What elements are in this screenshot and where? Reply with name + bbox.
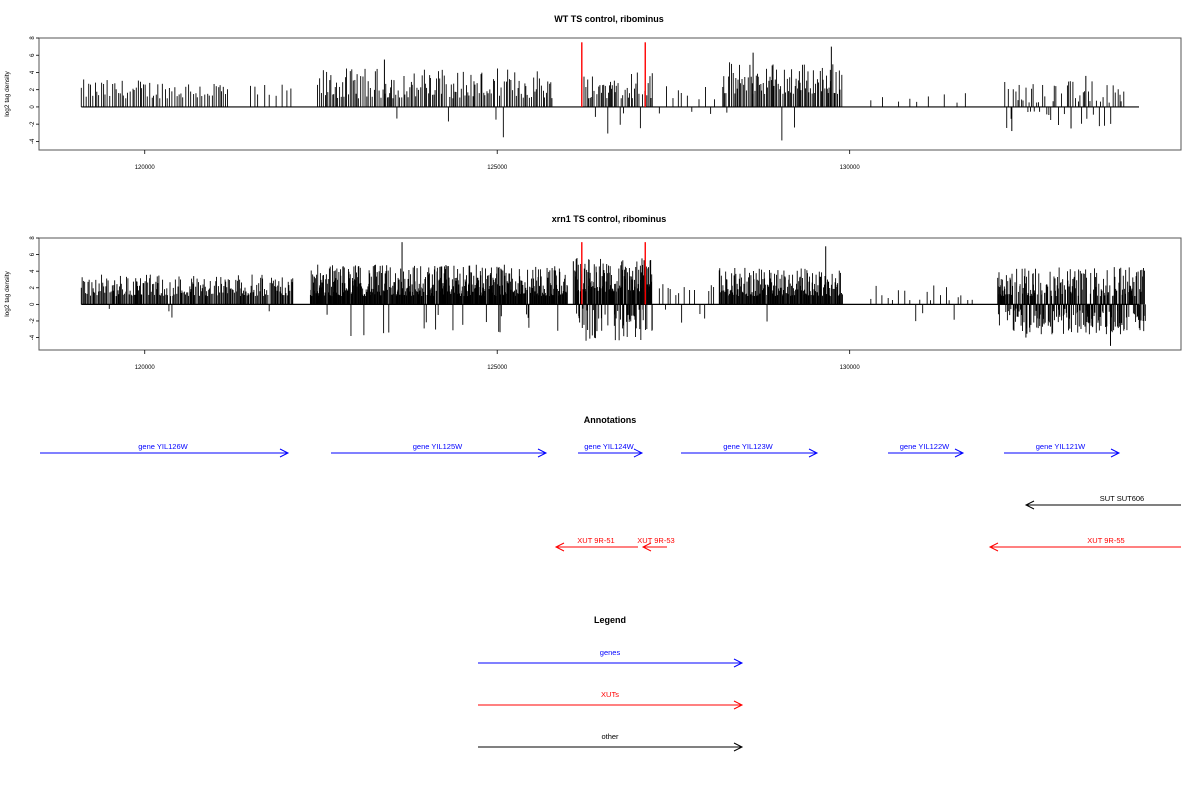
arrow-head (554, 542, 565, 552)
annotation-label: XUT 9R-51 (577, 536, 614, 545)
y-tick-label: 8 (30, 236, 36, 240)
density-bars (80, 242, 1146, 346)
annotation-arrow: gene YIL121W (1004, 442, 1121, 458)
arrow-head (988, 542, 999, 552)
panel-title: WT TS control, ribominus (554, 14, 664, 24)
annotation-arrow: gene YIL123W (681, 442, 819, 458)
annotation-label: gene YIL123W (723, 442, 773, 451)
x-tick-label: 125000 (487, 365, 508, 371)
y-tick-label: -2 (30, 318, 36, 324)
arrow-head (641, 542, 652, 552)
legend-item: other (478, 732, 744, 752)
annotation-arrow: XUT 9R-55 (988, 536, 1181, 552)
arrow-head (733, 658, 744, 668)
annotation-arrow: gene YIL122W (888, 442, 965, 458)
x-tick-label: 120000 (135, 365, 156, 371)
track-panel-1: WT TS control, ribominus log2 tag density… (4, 14, 1182, 171)
y-axis-label: log2 tag density (4, 70, 11, 116)
y-axis-label: log2 tag density (4, 270, 11, 316)
arrow-head (633, 448, 644, 458)
y-tick-label: 0 (30, 105, 36, 109)
legend-item: XUTs (478, 690, 744, 710)
legend-label: genes (600, 648, 621, 657)
legend-item: genes (478, 648, 744, 668)
y-tick-label: 4 (30, 70, 36, 74)
x-tick-label: 130000 (840, 365, 861, 371)
x-tick-label: 120000 (135, 165, 156, 171)
track-panels: WT TS control, ribominus log2 tag density… (4, 14, 1182, 371)
y-tick-label: 8 (30, 36, 36, 40)
legend-label: other (601, 732, 619, 741)
x-tick-label: 130000 (840, 165, 861, 171)
annotation-label: XUT 9R-53 (637, 536, 674, 545)
arrow-head (537, 448, 548, 458)
legend-title: Legend (594, 615, 626, 625)
y-tick-label: 6 (30, 53, 36, 57)
annotation-arrow: gene YIL126W (40, 442, 290, 458)
y-tick-label: 4 (30, 269, 36, 273)
annotation-label: gene YIL122W (900, 442, 950, 451)
panel-title: xrn1 TS control, ribominus (552, 214, 667, 224)
annotation-label: SUT SUT606 (1100, 494, 1144, 503)
density-bars (80, 46, 1125, 141)
track-panel-2: xrn1 TS control, ribominus log2 tag densi… (4, 214, 1182, 371)
y-tick-label: 6 (30, 252, 36, 256)
annotation-arrow: XUT 9R-53 (637, 536, 675, 552)
annotation-arrow: XUT 9R-51 (554, 536, 638, 552)
plot-frame (38, 237, 1182, 351)
annotation-label: gene YIL124W (584, 442, 634, 451)
y-tick-label: -4 (30, 138, 36, 144)
annotation-arrow: gene YIL125W (331, 442, 548, 458)
legend: Legend genes XUTs other (478, 615, 744, 752)
annotation-track: Annotations gene YIL126W gene YIL125W gene… (40, 415, 1181, 552)
arrow-head (733, 742, 744, 752)
y-tick-label: -2 (30, 121, 36, 127)
arrow-head (1024, 500, 1035, 510)
plot-frame (38, 37, 1182, 151)
x-tick-label: 125000 (487, 165, 508, 171)
y-tick-label: -4 (30, 334, 36, 340)
annotation-label: gene YIL121W (1036, 442, 1086, 451)
annotations-title: Annotations (584, 415, 637, 425)
annotation-label: gene YIL125W (413, 442, 463, 451)
annotation-label: gene YIL126W (138, 442, 188, 451)
annotation-arrow: SUT SUT606 (1024, 494, 1181, 510)
arrow-head (808, 448, 819, 458)
annotation-arrow: gene YIL124W (578, 442, 644, 458)
annotation-label: XUT 9R-55 (1087, 536, 1124, 545)
arrow-head (733, 700, 744, 710)
arrow-head (954, 448, 965, 458)
y-tick-label: 0 (30, 302, 36, 306)
y-tick-label: 2 (30, 87, 36, 91)
arrow-head (279, 448, 290, 458)
y-tick-label: 2 (30, 285, 36, 289)
legend-label: XUTs (601, 690, 619, 699)
arrow-head (1110, 448, 1121, 458)
